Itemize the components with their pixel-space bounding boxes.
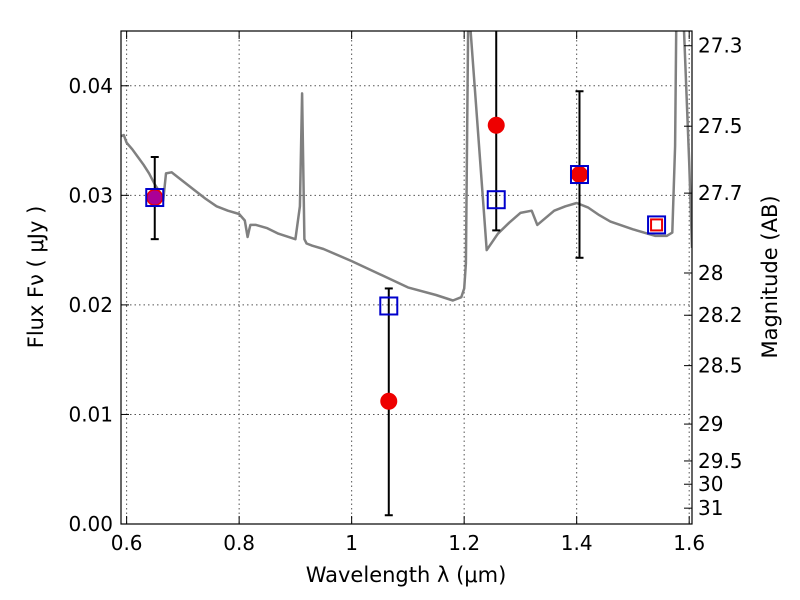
- y-axis-title: Flux Fν ( μJy ): [24, 206, 48, 349]
- y2-axis-title: Magnitude (AB): [758, 195, 782, 358]
- y-tick-label: 0.00: [68, 512, 113, 536]
- markers: [145, 116, 667, 410]
- x-tick-label: 1: [345, 531, 358, 555]
- axes: 0.6 0.8 1 1.2 1.4 1.6 0.00 0.01 0.02 0.03 0.04 27.3…: [68, 31, 743, 555]
- model-flux-square: [379, 296, 399, 316]
- y-tick-label: 0.04: [68, 74, 113, 98]
- y2-tick-label: 27.7: [698, 181, 743, 205]
- overlap-point: [147, 190, 162, 205]
- y2-tick-label: 28.5: [698, 354, 743, 378]
- y2-tick-label: 29.5: [698, 449, 743, 473]
- plot-background: [121, 31, 692, 524]
- sed-model-line: [121, 31, 692, 302]
- y2-tick-label: 28: [698, 261, 723, 285]
- x-tick-label: 1.6: [673, 531, 705, 555]
- upper-limit-marker: [650, 218, 664, 232]
- observed-flux-point: [380, 392, 398, 410]
- observed-flux-point: [487, 116, 505, 134]
- y2-tick-label: 29: [698, 412, 723, 436]
- x-tick-label: 0.6: [111, 531, 143, 555]
- x-tick-label: 1.2: [448, 531, 480, 555]
- y2-tick-label: 31: [698, 496, 723, 520]
- y2-tick-label: 27.3: [698, 34, 743, 58]
- plot-frame: [120, 30, 693, 525]
- model-flux-square: [486, 190, 506, 210]
- observed-flux-point: [570, 166, 588, 184]
- model-flux-square: [647, 215, 667, 235]
- model-flux-square: [145, 188, 165, 208]
- y2-tick-label: 30: [698, 472, 723, 496]
- x-tick-label: 1.4: [561, 531, 593, 555]
- y-tick-label: 0.02: [68, 293, 113, 317]
- x-axis-title: Wavelength λ (μm): [306, 563, 507, 587]
- y-tick-label: 0.03: [68, 183, 113, 207]
- x-tick-label: 0.8: [223, 531, 255, 555]
- data-layer: [121, 31, 692, 302]
- model-flux-square: [569, 165, 589, 185]
- y2-tick-label: 28.2: [698, 303, 743, 327]
- y-tick-label: 0.01: [68, 402, 113, 426]
- y2-tick-label: 27.5: [698, 114, 743, 138]
